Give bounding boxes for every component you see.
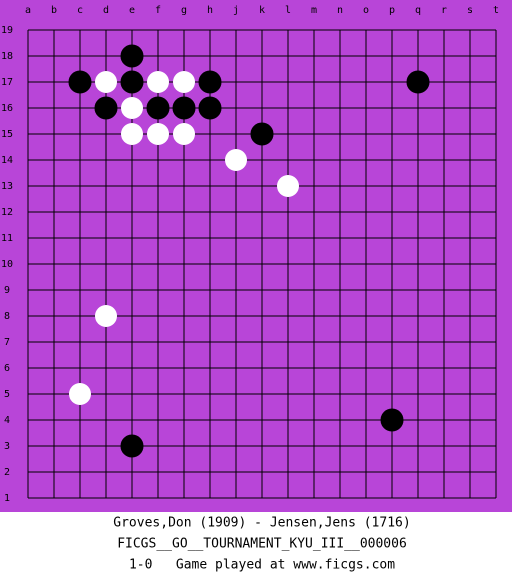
white-stone <box>173 71 195 93</box>
column-label: p <box>389 5 395 16</box>
row-label: 2 <box>4 467 10 478</box>
row-label: 6 <box>4 363 10 374</box>
row-label: 16 <box>1 103 13 114</box>
column-label: s <box>467 5 473 16</box>
black-stone <box>68 70 92 94</box>
column-label: b <box>51 5 57 16</box>
black-stone <box>380 408 404 432</box>
row-label: 17 <box>1 77 13 88</box>
row-label: 5 <box>4 389 10 400</box>
row-label: 1 <box>4 493 10 504</box>
white-stone <box>225 149 247 171</box>
row-label: 10 <box>1 259 13 270</box>
black-stone <box>94 96 118 120</box>
column-label: n <box>337 5 343 16</box>
event: FICGS__GO__TOURNAMENT_KYU_III__000006 <box>117 537 407 552</box>
column-label: e <box>129 5 135 16</box>
column-label: f <box>155 5 161 16</box>
column-label: r <box>441 5 447 16</box>
row-label: 18 <box>1 51 13 62</box>
row-label: 8 <box>4 311 10 322</box>
black-stone <box>172 96 196 120</box>
white-stone <box>121 123 143 145</box>
result: 1-0 Game played at www.ficgs.com <box>129 558 395 573</box>
row-label: 4 <box>4 415 10 426</box>
black-stone <box>146 96 170 120</box>
column-label: a <box>25 5 31 16</box>
row-label: 13 <box>1 181 13 192</box>
column-label: c <box>77 5 83 16</box>
column-label: g <box>181 5 187 16</box>
row-label: 7 <box>4 337 10 348</box>
white-stone <box>95 305 117 327</box>
black-stone <box>198 70 222 94</box>
row-label: 11 <box>1 233 13 244</box>
black-stone <box>120 70 144 94</box>
white-stone <box>173 123 195 145</box>
column-label: j <box>233 5 239 16</box>
black-stone <box>120 44 144 68</box>
row-label: 14 <box>1 155 13 166</box>
black-stone <box>198 96 222 120</box>
column-label: q <box>415 5 421 16</box>
black-stone <box>120 434 144 458</box>
column-label: m <box>311 5 317 16</box>
column-label: t <box>493 5 499 16</box>
players: Groves,Don (1909) - Jensen,Jens (1716) <box>113 516 410 531</box>
black-stone <box>406 70 430 94</box>
black-stone <box>250 122 274 146</box>
column-label: o <box>363 5 369 16</box>
white-stone <box>95 71 117 93</box>
row-label: 3 <box>4 441 10 452</box>
column-label: l <box>285 5 291 16</box>
white-stone <box>277 175 299 197</box>
row-label: 9 <box>4 285 10 296</box>
row-label: 15 <box>1 129 13 140</box>
row-label: 12 <box>1 207 13 218</box>
white-stone <box>147 71 169 93</box>
row-label: 19 <box>1 25 13 36</box>
column-label: h <box>207 5 213 16</box>
column-label: k <box>259 5 265 16</box>
white-stone <box>147 123 169 145</box>
white-stone <box>121 97 143 119</box>
column-label: d <box>103 5 109 16</box>
white-stone <box>69 383 91 405</box>
